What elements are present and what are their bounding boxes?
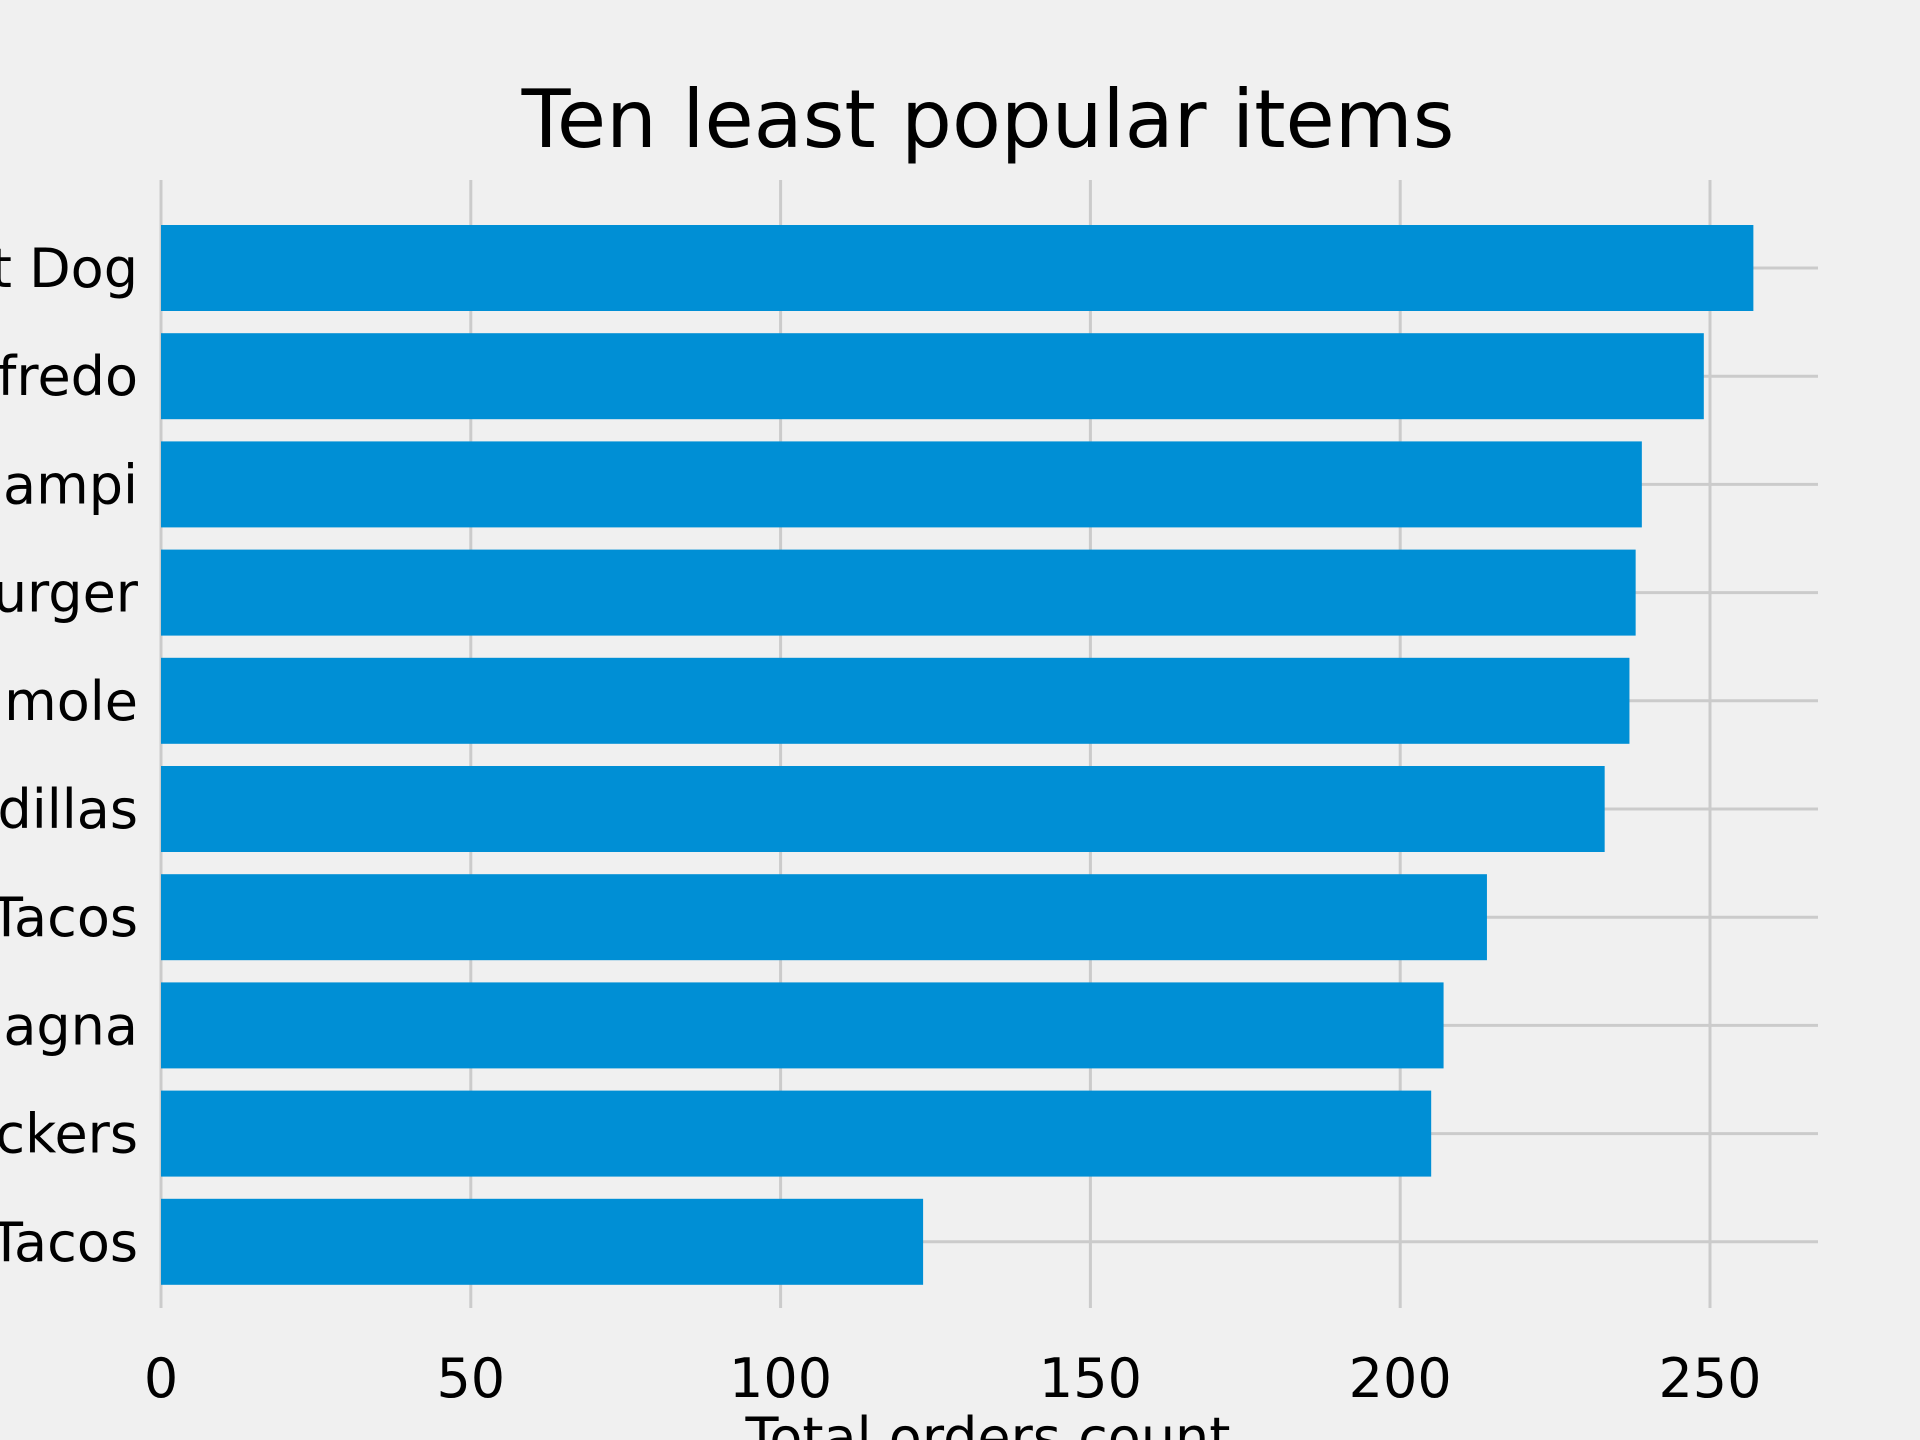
x-tick-label: 200: [1349, 1347, 1452, 1410]
y-tick-label: Tacos: [0, 886, 138, 949]
y-tick-label: ampi: [3, 453, 138, 516]
x-axis-label: Total orders count: [745, 1406, 1231, 1440]
bar: [161, 982, 1444, 1069]
bar: [161, 549, 1636, 636]
bar: [161, 766, 1605, 852]
y-tick-label: dillas: [0, 778, 138, 841]
x-tick-label: 0: [144, 1347, 178, 1410]
bar: [161, 1198, 924, 1285]
bar: [161, 225, 1754, 311]
bar: [161, 1090, 1432, 1177]
bar: [161, 657, 1630, 744]
y-tick-label: ckers: [0, 1103, 138, 1166]
x-tick-label: 150: [1039, 1347, 1142, 1410]
bar-layer: [161, 225, 1754, 1285]
y-tick-label: fredo: [0, 345, 138, 408]
bar: [161, 441, 1642, 528]
y-tick-label: t Dog: [0, 237, 138, 300]
bar: [161, 874, 1487, 961]
bar: [161, 333, 1704, 420]
y-tick-labels: t Dog fredo ampi urger mole dillas Tacos agna ck…: [0, 237, 139, 1274]
x-tick-label: 250: [1658, 1347, 1761, 1410]
x-tick-labels: 0 50 100 150 200 250: [144, 1347, 1762, 1410]
x-tick-label: 50: [436, 1347, 505, 1410]
y-tick-label: Tacos: [0, 1211, 138, 1274]
x-tick-label: 100: [729, 1347, 832, 1410]
y-tick-label: mole: [4, 670, 138, 733]
chart-title: Ten least popular items: [521, 73, 1455, 166]
y-tick-label: urger: [0, 562, 139, 625]
y-tick-label: agna: [3, 994, 138, 1057]
